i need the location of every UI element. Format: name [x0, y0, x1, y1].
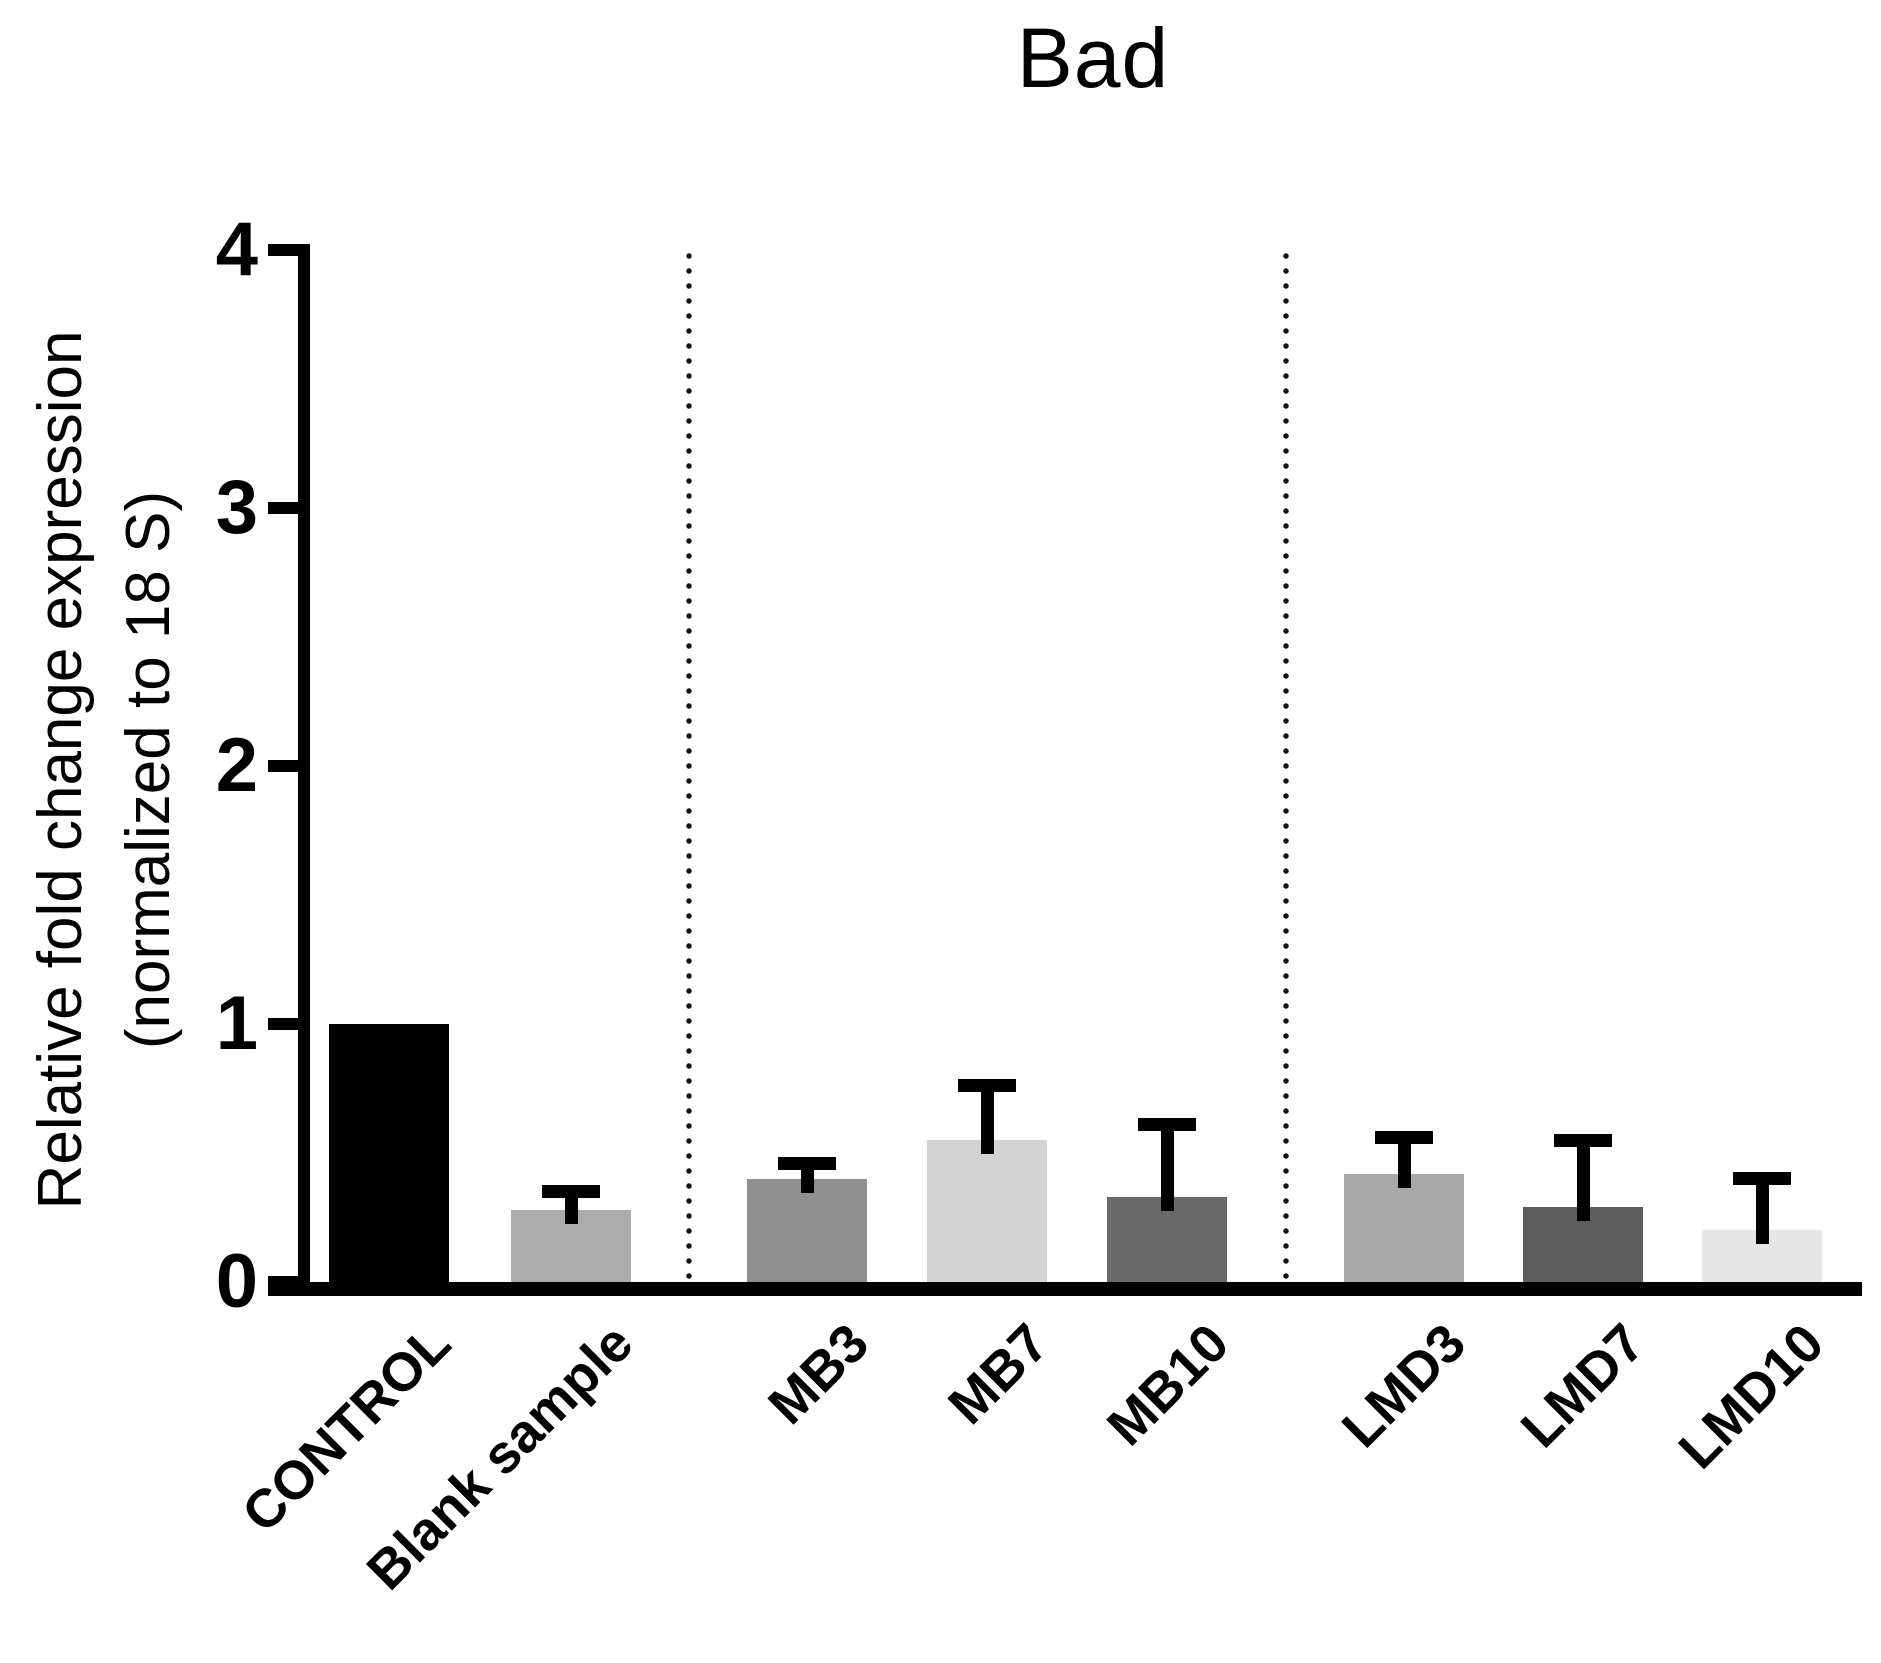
- y-tick-label-3: 3: [215, 465, 258, 550]
- y-tick-label-0: 0: [215, 1239, 258, 1324]
- error-bar-stem-mb3: [800, 1163, 814, 1193]
- x-label-lmd7: LMD7: [1509, 1312, 1657, 1460]
- bar-control: [329, 1024, 449, 1282]
- chart-title: Bad: [1016, 11, 1170, 105]
- error-bar-stem-lmd3: [1397, 1137, 1411, 1188]
- bar-lmd3: [1344, 1173, 1464, 1282]
- group-separator-after-mb10: [1282, 250, 1289, 1282]
- group-separator-after-blank-sample: [686, 250, 692, 1282]
- bar-mb3: [747, 1178, 867, 1282]
- error-bar-stem-mb10: [1160, 1124, 1174, 1211]
- y-axis-label-line1: Relative fold change expression: [26, 330, 95, 1210]
- error-bar-stem-lmd10: [1755, 1178, 1769, 1245]
- y-tick-3: [268, 502, 298, 514]
- bar-mb7: [927, 1140, 1047, 1282]
- x-label-lmd10: LMD10: [1667, 1312, 1836, 1481]
- error-bar-cap-lmd10: [1733, 1172, 1791, 1186]
- error-bar-cap-lmd7: [1554, 1133, 1612, 1147]
- x-axis-line: [268, 1282, 1862, 1296]
- error-bar-cap-blank-sample: [542, 1185, 600, 1199]
- x-label-mb7: MB7: [937, 1312, 1061, 1436]
- x-label-mb3: MB3: [757, 1312, 881, 1436]
- error-bar-cap-mb10: [1138, 1118, 1196, 1132]
- y-tick-1: [268, 1018, 298, 1030]
- x-label-mb10: MB10: [1095, 1312, 1241, 1457]
- error-bar-stem-lmd7: [1576, 1140, 1590, 1222]
- error-bar-cap-lmd3: [1375, 1131, 1433, 1145]
- y-tick-4: [268, 244, 298, 256]
- error-bar-cap-mb7: [958, 1079, 1016, 1093]
- bar-mb10: [1107, 1196, 1227, 1282]
- y-tick-label-4: 4: [215, 207, 258, 292]
- y-tick-label-2: 2: [215, 723, 258, 808]
- error-bar-stem-mb7: [980, 1085, 994, 1155]
- y-tick-2: [268, 760, 298, 772]
- y-tick-label-1: 1: [215, 981, 258, 1066]
- y-tick-0: [268, 1276, 298, 1288]
- y-axis-line: [298, 244, 310, 1296]
- error-bar-cap-mb3: [778, 1156, 836, 1170]
- x-label-lmd3: LMD3: [1330, 1312, 1478, 1460]
- error-bar-stem-blank-sample: [564, 1191, 578, 1224]
